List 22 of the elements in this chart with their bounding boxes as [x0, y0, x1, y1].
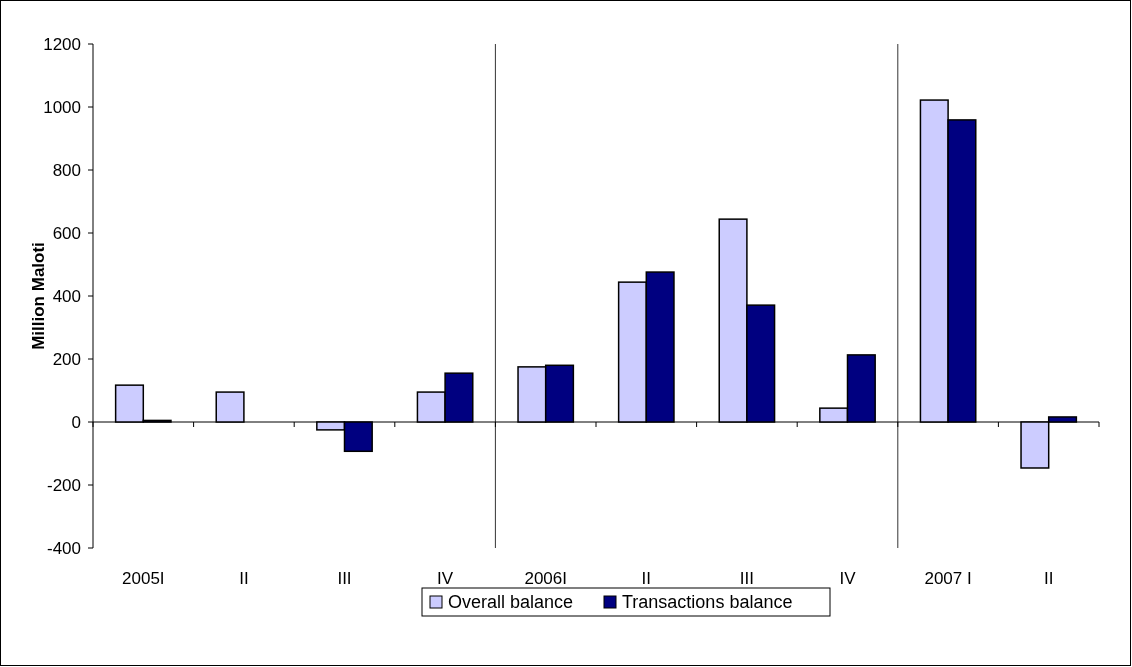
- y-tick-label: 0: [71, 412, 81, 432]
- y-tick-label: -200: [46, 475, 81, 495]
- x-tick-label: II: [1043, 569, 1054, 588]
- x-tick-label: IV: [437, 569, 454, 588]
- x-tick-label: 2007 I: [924, 569, 972, 588]
- x-tick-label: III: [739, 569, 754, 588]
- y-tick-label: -400: [46, 538, 81, 558]
- x-tick-label: 2005I: [122, 569, 165, 588]
- x-tick-label: 2006I: [524, 569, 567, 588]
- x-tick-label: III: [337, 569, 352, 588]
- y-tick-label: 800: [52, 160, 81, 180]
- x-tick-label: IV: [839, 569, 857, 588]
- y-tick-label: 1000: [43, 97, 81, 117]
- x-tick-label: II: [641, 569, 652, 588]
- y-tick-label: 200: [52, 349, 81, 369]
- y-tick-label: 400: [52, 286, 81, 306]
- y-tick-label: 1200: [43, 34, 81, 54]
- legend-label: Overall balance: [448, 592, 574, 613]
- y-tick-label: 600: [52, 223, 81, 243]
- x-tick-label: II: [239, 569, 249, 588]
- y-axis-title: Million Maloti: [29, 242, 48, 350]
- legend-label: Transactions balance: [622, 592, 793, 613]
